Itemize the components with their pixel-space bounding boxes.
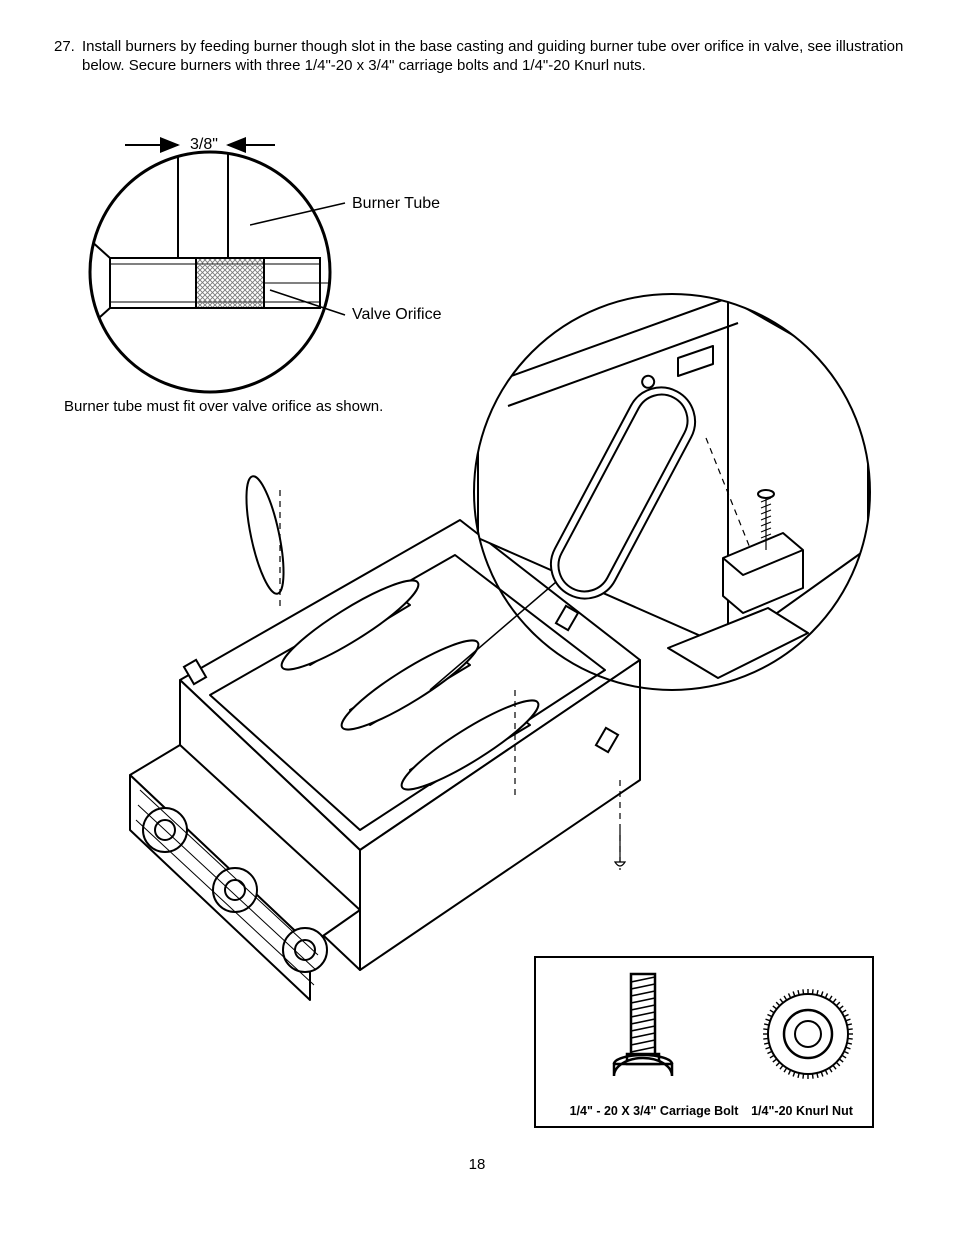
valve-orifice-label: Valve Orifice	[352, 306, 442, 324]
step-text: Install burners by feeding burner though…	[82, 38, 914, 76]
step-instruction: 27. Install burners by feeding burner th…	[54, 38, 914, 76]
knurl-nut-label: 1/4"-20 Knurl Nut	[742, 1104, 862, 1118]
burner-tube-label: Burner Tube	[352, 195, 440, 213]
carriage-bolt-icon	[596, 968, 686, 1093]
carriage-bolt-label: 1/4" - 20 X 3/4" Carriage Bolt	[554, 1104, 754, 1118]
detail-caption: Burner tube must fit over valve orifice …	[64, 398, 383, 415]
detail-circle-2-icon	[468, 288, 876, 696]
step-number: 27.	[54, 38, 82, 76]
leader-lines-1-icon	[250, 195, 350, 325]
page: 27. Install burners by feeding burner th…	[0, 0, 954, 1235]
page-number: 18	[0, 1156, 954, 1173]
knurl-nut-icon	[760, 986, 856, 1082]
hardware-box: 1/4" - 20 X 3/4" Carriage Bolt 1/4"-20 K…	[534, 956, 874, 1128]
